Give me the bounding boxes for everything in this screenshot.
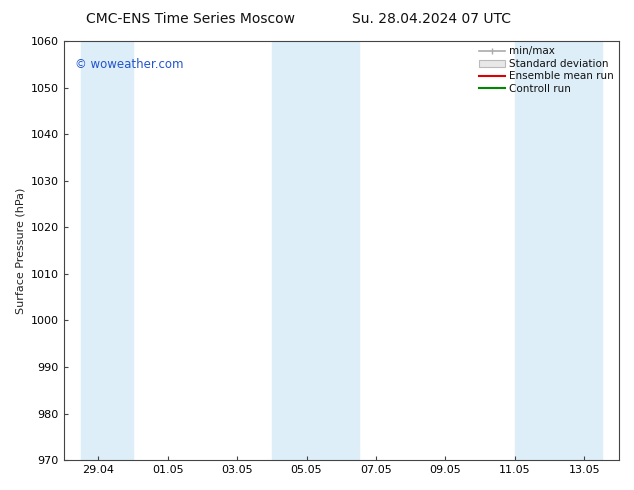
Legend: min/max, Standard deviation, Ensemble mean run, Controll run: min/max, Standard deviation, Ensemble me…: [477, 44, 616, 96]
Bar: [272, 41, 359, 460]
Text: CMC-ENS Time Series Moscow: CMC-ENS Time Series Moscow: [86, 12, 295, 26]
Bar: [81, 41, 133, 460]
Text: © woweather.com: © woweather.com: [75, 58, 183, 71]
Bar: [515, 41, 602, 460]
Y-axis label: Surface Pressure (hPa): Surface Pressure (hPa): [15, 187, 25, 314]
Text: Su. 28.04.2024 07 UTC: Su. 28.04.2024 07 UTC: [352, 12, 510, 26]
